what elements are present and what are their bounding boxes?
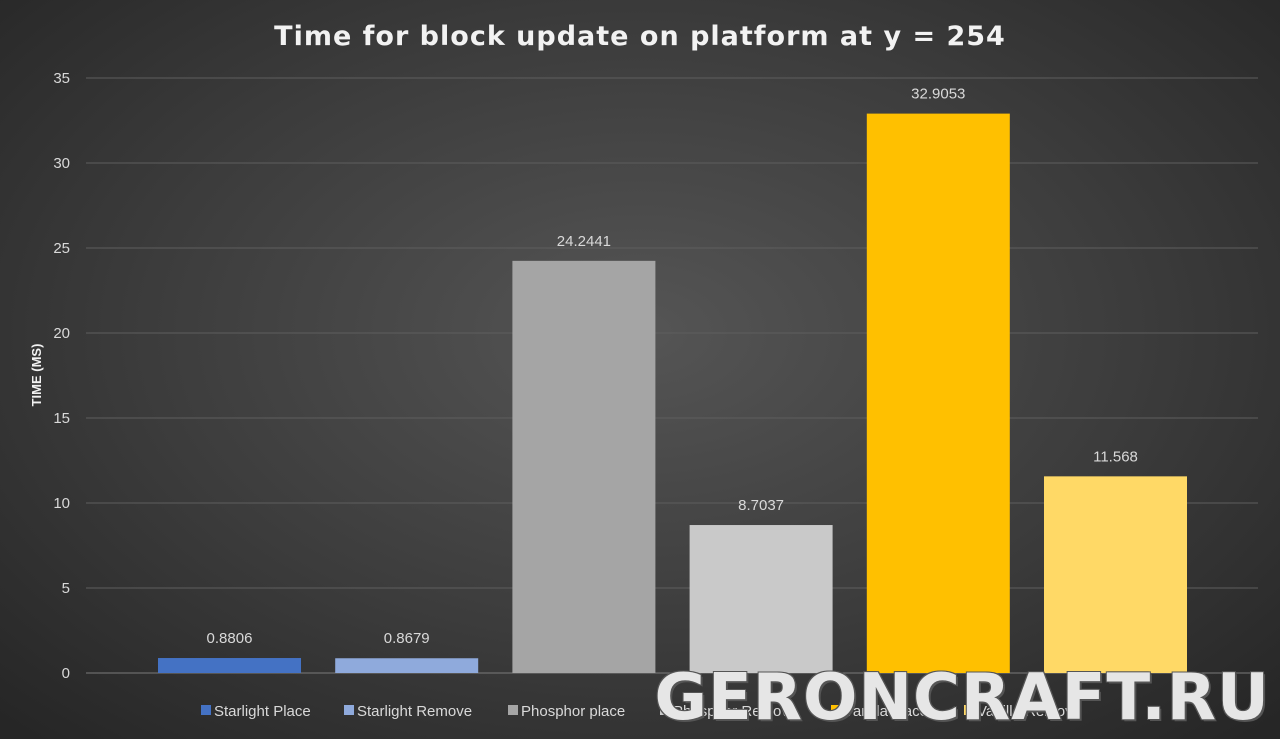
y-tick-label: 20 — [53, 325, 70, 342]
bar-vanilla-remove — [1044, 476, 1187, 673]
data-label: 32.9053 — [911, 86, 965, 103]
y-tick-label: 10 — [53, 495, 70, 512]
bar-phosphor-place — [512, 260, 656, 673]
data-label: 0.8679 — [384, 630, 430, 647]
data-label: 11.568 — [1093, 448, 1138, 465]
gridlines — [86, 77, 1258, 674]
data-labels: 0.8806 0.8679 24.2441 8.7037 32.9053 11.568 — [207, 86, 1138, 648]
y-tick-label: 30 — [53, 155, 70, 172]
legend-swatch — [201, 705, 211, 715]
data-label: 0.8806 — [207, 630, 253, 647]
legend-swatch — [344, 705, 354, 715]
bar-vanilla-place — [866, 113, 1010, 673]
y-axis-label: TIME (MS) — [29, 344, 44, 407]
bar-starlight-place — [158, 658, 301, 673]
legend-swatch — [831, 705, 841, 715]
legend-swatch — [660, 705, 670, 715]
legend-swatch — [508, 705, 518, 715]
y-tick-label: 15 — [53, 410, 70, 427]
legend-entry: Starlight Remove — [357, 703, 472, 720]
bar-phosphor-remove — [689, 525, 833, 673]
legend-swatch — [964, 705, 974, 715]
y-axis-ticks: 0 5 10 15 20 25 30 35 — [53, 70, 70, 682]
watermark-logo: GERONCRAFT.RU — [654, 661, 1270, 735]
y-tick-label: 35 — [53, 70, 70, 87]
legend-entry: Phosphor Remove — [673, 703, 797, 720]
bar-starlight-remove — [335, 658, 479, 673]
y-tick-label: 0 — [62, 665, 70, 682]
legend-entry: Phosphor place — [521, 703, 625, 720]
y-tick-label: 5 — [62, 580, 70, 597]
y-tick-label: 25 — [53, 240, 70, 257]
data-label: 8.7037 — [738, 497, 784, 514]
legend-entry: Vanilla Remove — [977, 703, 1081, 720]
chart-title: Time for block update on platform at y =… — [274, 21, 1006, 52]
legend-entry: Starlight Place — [214, 703, 311, 720]
data-label: 24.2441 — [557, 233, 611, 250]
legend-entry: Vanilla place — [844, 703, 928, 720]
bars — [158, 113, 1187, 673]
legend: Starlight Place Starlight Remove Phosphor … — [201, 703, 1081, 720]
